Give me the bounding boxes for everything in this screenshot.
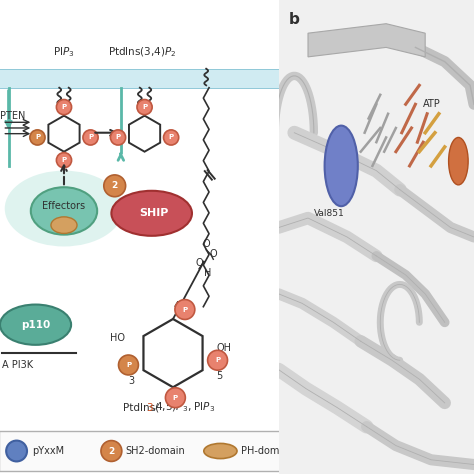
Text: PtdIns(3,4)$P_2$: PtdIns(3,4)$P_2$ [108, 46, 176, 59]
Circle shape [325, 126, 358, 206]
Circle shape [56, 153, 72, 168]
Text: HO: HO [110, 333, 125, 343]
Text: P: P [62, 157, 66, 163]
Circle shape [165, 388, 185, 408]
FancyBboxPatch shape [0, 69, 284, 88]
Circle shape [118, 355, 138, 375]
Circle shape [30, 130, 45, 145]
Text: P: P [35, 135, 40, 140]
Circle shape [104, 175, 126, 197]
Text: PtdIns(: PtdIns( [123, 402, 159, 413]
Text: PI$P_3$: PI$P_3$ [53, 46, 75, 59]
Text: SH2-domain: SH2-domain [126, 446, 185, 456]
Text: P: P [169, 135, 173, 140]
Ellipse shape [5, 171, 123, 246]
Circle shape [137, 100, 152, 115]
Text: ,4,5)$P_3$, PI$P_3$: ,4,5)$P_3$, PI$P_3$ [152, 401, 215, 414]
Ellipse shape [0, 305, 71, 345]
Text: 2: 2 [111, 182, 118, 190]
Circle shape [175, 300, 195, 319]
Text: 4: 4 [174, 301, 180, 310]
Text: P: P [173, 395, 178, 401]
Circle shape [83, 130, 98, 145]
Text: O: O [210, 249, 217, 259]
Circle shape [164, 130, 179, 145]
Text: 2: 2 [108, 447, 115, 456]
Text: P: P [182, 307, 187, 312]
Text: P: P [215, 357, 220, 363]
Circle shape [110, 130, 126, 145]
Circle shape [208, 350, 228, 370]
Text: P: P [62, 104, 66, 110]
Text: P: P [126, 362, 131, 368]
Circle shape [6, 441, 27, 462]
Text: 5: 5 [216, 371, 222, 381]
Text: A PI3K: A PI3K [2, 360, 34, 370]
Text: PTEN: PTEN [0, 111, 26, 121]
Text: pYxxM: pYxxM [32, 446, 64, 456]
FancyBboxPatch shape [0, 431, 285, 471]
Text: p110: p110 [21, 319, 50, 330]
Text: H: H [204, 268, 211, 278]
Ellipse shape [204, 444, 237, 459]
Ellipse shape [111, 191, 192, 236]
Text: 3: 3 [129, 376, 135, 386]
Text: P: P [116, 135, 120, 140]
Text: Val851: Val851 [314, 209, 345, 218]
Polygon shape [308, 24, 425, 57]
Text: ATP: ATP [423, 99, 441, 109]
Ellipse shape [31, 187, 97, 235]
Text: SHIP: SHIP [139, 208, 169, 219]
Circle shape [101, 441, 122, 462]
Text: PH-domain: PH-domain [241, 446, 294, 456]
Text: OH: OH [216, 343, 231, 353]
Circle shape [56, 100, 72, 115]
Ellipse shape [51, 217, 77, 233]
Text: 3: 3 [146, 402, 153, 413]
Circle shape [448, 137, 468, 185]
Text: O: O [202, 239, 210, 249]
Text: P: P [88, 135, 93, 140]
Text: P: P [142, 104, 147, 110]
Text: b: b [289, 12, 300, 27]
Text: O: O [195, 258, 203, 268]
Text: Effectors: Effectors [43, 201, 85, 211]
